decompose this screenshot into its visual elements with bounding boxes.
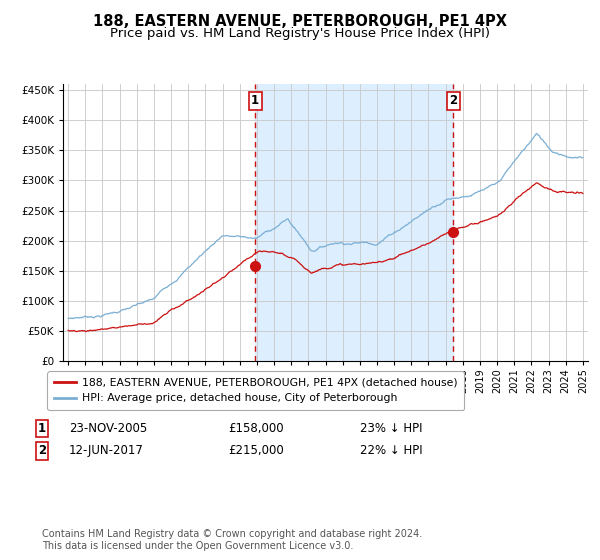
- Text: 23-NOV-2005: 23-NOV-2005: [69, 422, 147, 435]
- Text: 22% ↓ HPI: 22% ↓ HPI: [360, 444, 422, 458]
- Text: 12-JUN-2017: 12-JUN-2017: [69, 444, 144, 458]
- Text: £215,000: £215,000: [228, 444, 284, 458]
- Text: Contains HM Land Registry data © Crown copyright and database right 2024.
This d: Contains HM Land Registry data © Crown c…: [42, 529, 422, 551]
- Text: 1: 1: [251, 95, 259, 108]
- Legend: 188, EASTERN AVENUE, PETERBOROUGH, PE1 4PX (detached house), HPI: Average price,: 188, EASTERN AVENUE, PETERBOROUGH, PE1 4…: [47, 371, 464, 410]
- Bar: [255, 84, 454, 361]
- Text: 2: 2: [38, 444, 46, 458]
- Text: 188, EASTERN AVENUE, PETERBOROUGH, PE1 4PX: 188, EASTERN AVENUE, PETERBOROUGH, PE1 4…: [93, 14, 507, 29]
- Text: 2: 2: [449, 95, 457, 108]
- Text: 23% ↓ HPI: 23% ↓ HPI: [360, 422, 422, 435]
- Text: £158,000: £158,000: [228, 422, 284, 435]
- Text: Price paid vs. HM Land Registry's House Price Index (HPI): Price paid vs. HM Land Registry's House …: [110, 27, 490, 40]
- Text: 1: 1: [38, 422, 46, 435]
